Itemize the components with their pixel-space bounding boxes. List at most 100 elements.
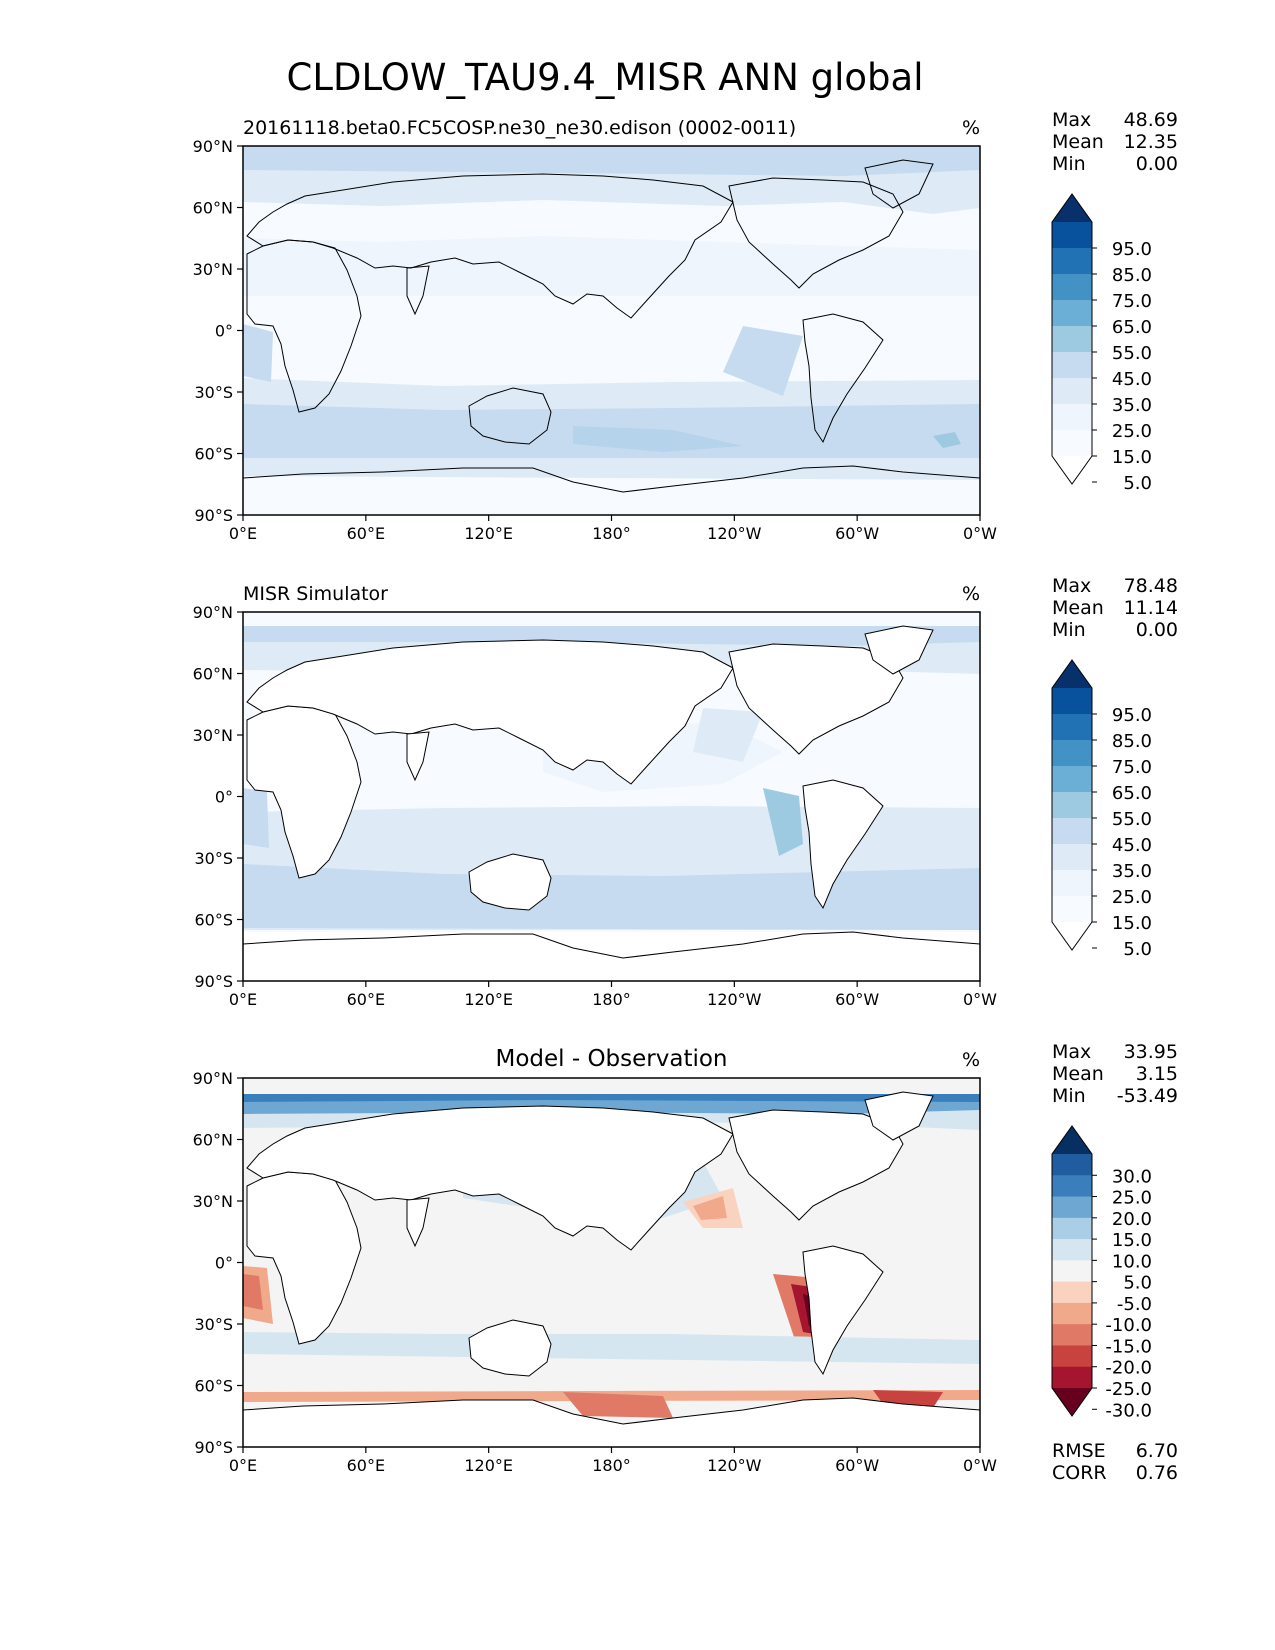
x-tick-label: 60°E [347,524,385,543]
units-label: % [962,117,980,139]
y-tick-label: 0° [215,322,233,341]
colorbar-label: 55.0 [1112,343,1152,364]
colorbar-bin [1052,1239,1092,1261]
x-tick-label: 180° [592,524,631,543]
colorbar-label: 65.0 [1112,317,1152,338]
colorbar-label: 10.0 [1112,1251,1152,1272]
panel-1: 20161118.beta0.FC5COSP.ne30_ne30.edison … [193,109,1178,543]
x-tick-label: 0°E [229,990,257,1009]
stat-label: Min [1052,1085,1086,1107]
colorbar-extend-max [1052,660,1092,688]
y-tick-label: 60°N [193,199,233,218]
footer-stat-value: 0.76 [1136,1462,1178,1484]
colorbar-label: 5.0 [1123,939,1152,960]
colorbar-bin [1052,740,1092,767]
y-tick-label: 30°S [194,1315,233,1334]
panel-2: MISR Simulator % 0°E 60°E 120°E 180° 120°W 60°W… [193,575,1178,1009]
stat-value: 0.00 [1136,153,1178,175]
y-tick-label: 90°S [194,972,233,991]
colorbar-bin [1052,870,1092,897]
footer-stat-label: RMSE [1052,1440,1106,1462]
colorbar-bin [1052,1345,1092,1368]
colorbar-extend-min [1052,1388,1092,1416]
colorbar-bin [1052,1281,1092,1304]
x-tick-label: 120°W [707,524,762,543]
colorbar-bin [1052,766,1092,793]
colorbar-bin [1052,300,1092,327]
map-field [243,1078,980,1447]
x-tick-label: 60°E [347,1456,385,1475]
y-tick-label: 60°N [193,665,233,684]
colorbar-label: 95.0 [1112,705,1152,726]
units-label: % [962,1049,980,1071]
stat-label: Min [1052,153,1086,175]
stat-label: Max [1052,575,1091,597]
panel-3: Model - Observation % 0°E 60°E 120°E 180° 120°… [193,1041,1178,1484]
colorbar-label: 45.0 [1112,369,1152,390]
colorbar-bin [1052,1260,1092,1283]
colorbar-bin [1052,818,1092,845]
colorbar-label: -20.0 [1105,1358,1152,1379]
y-tick-label: 90°N [193,1069,233,1088]
x-tick-label: 60°E [347,990,385,1009]
colorbar-label: 75.0 [1112,291,1152,312]
colorbar-bin [1052,352,1092,379]
x-tick-label: 180° [592,1456,631,1475]
colorbar: 95.0 85.0 75.0 65.0 55.0 45.0 35.0 25.0 15.0 5.0 [1051,193,1152,494]
colorbar-label: 55.0 [1112,809,1152,830]
map-field [243,146,980,515]
x-tick-label: 0°E [229,1456,257,1475]
panel-center-title: Model - Observation [495,1046,727,1072]
y-tick-label: 30°N [193,1192,233,1211]
stat-value: 11.14 [1124,597,1178,619]
y-tick-label: 60°N [193,1131,233,1150]
colorbar-extend-max [1052,1126,1092,1154]
colorbar-bin [1052,378,1092,405]
x-tick-label: 120°E [464,1456,513,1475]
colorbar-label: 45.0 [1112,835,1152,856]
colorbar-bin [1052,1302,1092,1325]
y-tick-label: 0° [215,788,233,807]
stat-value: 48.69 [1124,109,1178,131]
x-tick-label: 0°W [963,524,997,543]
colorbar-bin [1052,896,1092,923]
colorbar-bin [1052,792,1092,819]
colorbar-bin [1052,430,1092,457]
colorbar-label: -25.0 [1105,1379,1152,1400]
colorbar-bin [1052,1366,1092,1389]
colorbar-bin [1052,1154,1092,1176]
colorbar-extend-min [1052,922,1092,950]
stat-label: Max [1052,1041,1091,1063]
stat-label: Mean [1052,1063,1104,1085]
colorbar-label: 5.0 [1123,1273,1152,1294]
colorbar-bin [1052,404,1092,431]
y-tick-label: 90°S [194,506,233,525]
stat-value: 78.48 [1124,575,1178,597]
units-label: % [962,583,980,605]
colorbar-label: 25.0 [1112,1188,1152,1209]
colorbar-bin [1052,248,1092,275]
colorbar-bin [1052,274,1092,301]
x-tick-label: 0°W [963,1456,997,1475]
stat-value: 12.35 [1124,131,1178,153]
stat-value: 3.15 [1136,1063,1178,1085]
colorbar-label: -15.0 [1105,1336,1152,1357]
colorbar-label: 85.0 [1112,265,1152,286]
colorbar-bin [1052,1324,1092,1346]
colorbar-label: 35.0 [1112,395,1152,416]
stat-label: Mean [1052,597,1104,619]
footer-stat-label: CORR [1052,1462,1107,1484]
figure-title: CLDLOW_TAU9.4_MISR ANN global [287,56,924,99]
y-tick-label: 90°N [193,137,233,156]
x-tick-label: 60°W [835,990,879,1009]
y-tick-label: 0° [215,1254,233,1273]
panel-left-title: 20161118.beta0.FC5COSP.ne30_ne30.edison … [243,117,796,139]
colorbar-label: -10.0 [1105,1315,1152,1336]
y-tick-label: 60°S [194,1377,233,1396]
y-tick-label: 30°S [194,383,233,402]
colorbar-label: 25.0 [1112,421,1152,442]
colorbar-label: 15.0 [1112,447,1152,468]
stat-label: Mean [1052,131,1104,153]
colorbar-bin [1052,844,1092,871]
y-tick-label: 90°S [194,1438,233,1457]
